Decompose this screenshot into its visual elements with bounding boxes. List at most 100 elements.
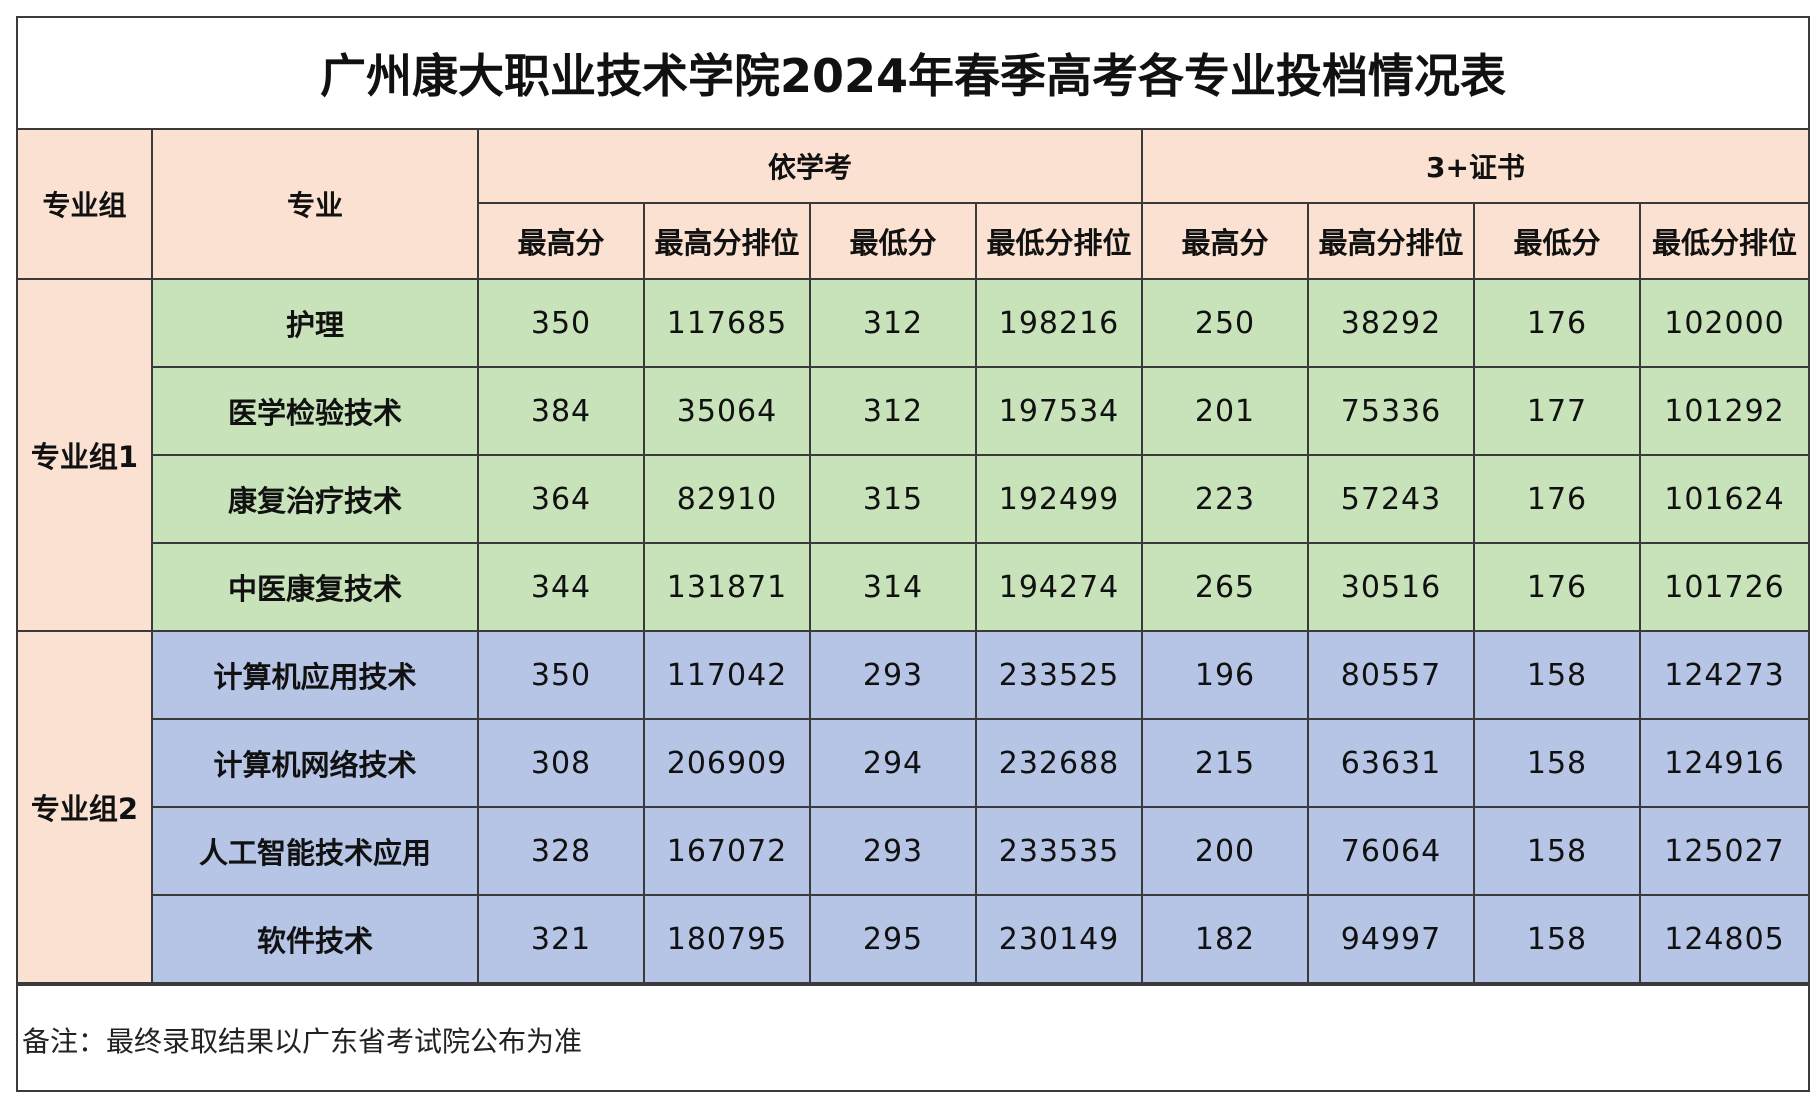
table-row: 人工智能技术应用 328 167072 293 233535 200 76064 158 125… — [18, 806, 1809, 896]
table-row: 专业组1 护理 350 117685 312 198216 250 38292 176 10200… — [18, 278, 1809, 632]
value-cell: 101726 — [1639, 542, 1809, 632]
value-cell: 294 — [809, 718, 977, 808]
header-sub-col: 最高分 — [478, 202, 645, 280]
value-cell: 293 — [809, 630, 977, 720]
table-row: 专业组2 计算机应用技术 350 117042 293 233525 196 80557 158… — [18, 630, 1809, 984]
value-cell: 312 — [809, 278, 977, 368]
page-title: 广州康大职业技术学院2024年春季高考各专业投档情况表 — [18, 18, 1808, 130]
value-cell: 233525 — [974, 630, 1144, 720]
value-cell: 201 — [1141, 366, 1310, 456]
value-cell: 233535 — [974, 806, 1144, 896]
value-cell: 75336 — [1307, 366, 1476, 456]
admission-table-sheet: 广州康大职业技术学院2024年春季高考各专业投档情况表 专业组 专业 依学考 3… — [16, 16, 1810, 1092]
table-row: 康复治疗技术 364 82910 315 192499 223 57243 176 101624 — [18, 454, 1809, 544]
value-cell: 82910 — [643, 454, 811, 544]
header-major: 专业 — [151, 130, 479, 280]
header-sub-col: 最高分 — [1141, 202, 1310, 280]
value-cell: 194274 — [974, 542, 1144, 632]
value-cell: 295 — [809, 894, 977, 984]
value-cell: 308 — [477, 718, 645, 808]
value-cell: 158 — [1473, 894, 1642, 984]
value-cell: 158 — [1473, 718, 1642, 808]
header-section-xuekao: 依学考 — [476, 130, 1144, 204]
value-cell: 384 — [477, 366, 645, 456]
header-group: 专业组 — [18, 130, 153, 280]
value-cell: 206909 — [643, 718, 811, 808]
value-cell: 192499 — [974, 454, 1144, 544]
value-cell: 76064 — [1307, 806, 1476, 896]
group-cell: 专业组2 — [18, 630, 153, 984]
header-sub-col: 最高分排位 — [643, 202, 811, 280]
major-cell: 软件技术 — [152, 894, 479, 984]
value-cell: 215 — [1141, 718, 1310, 808]
table-row: 软件技术 321 180795 295 230149 182 94997 158 124805 — [18, 894, 1809, 984]
value-cell: 350 — [477, 630, 645, 720]
value-cell: 30516 — [1307, 542, 1476, 632]
value-cell: 101292 — [1639, 366, 1809, 456]
value-cell: 350 — [477, 278, 645, 368]
value-cell: 158 — [1473, 630, 1642, 720]
major-cell: 护理 — [151, 278, 479, 368]
value-cell: 328 — [477, 806, 645, 896]
major-cell: 中医康复技术 — [152, 542, 479, 632]
value-cell: 38292 — [1307, 278, 1476, 368]
value-cell: 312 — [809, 366, 977, 456]
value-cell: 177 — [1473, 366, 1642, 456]
value-cell: 364 — [477, 454, 645, 544]
value-cell: 344 — [477, 542, 645, 632]
header-section-zhengshu: 3+证书 — [1141, 130, 1809, 204]
value-cell: 57243 — [1307, 454, 1476, 544]
value-cell: 94997 — [1307, 894, 1476, 984]
header-sub-col: 最低分 — [809, 202, 977, 280]
table-row: 医学检验技术 384 35064 312 197534 201 75336 177 101292 — [18, 366, 1809, 456]
value-cell: 196 — [1141, 630, 1310, 720]
value-cell: 35064 — [643, 366, 811, 456]
value-cell: 101624 — [1639, 454, 1809, 544]
value-cell: 265 — [1141, 542, 1310, 632]
value-cell: 315 — [809, 454, 977, 544]
value-cell: 124916 — [1639, 718, 1809, 808]
value-cell: 230149 — [974, 894, 1144, 984]
value-cell: 223 — [1141, 454, 1310, 544]
header-sub-col: 最低分排位 — [1639, 202, 1809, 280]
value-cell: 167072 — [643, 806, 811, 896]
header-sub-col: 最高分排位 — [1307, 202, 1476, 280]
value-cell: 250 — [1141, 278, 1310, 368]
value-cell: 232688 — [974, 718, 1144, 808]
value-cell: 198216 — [974, 278, 1144, 368]
value-cell: 176 — [1473, 278, 1642, 368]
value-cell: 182 — [1141, 894, 1310, 984]
major-cell: 康复治疗技术 — [152, 454, 479, 544]
value-cell: 117042 — [643, 630, 811, 720]
table-row: 计算机网络技术 308 206909 294 232688 215 63631 158 1249… — [18, 718, 1809, 808]
value-cell: 158 — [1473, 806, 1642, 896]
value-cell: 314 — [809, 542, 977, 632]
value-cell: 80557 — [1307, 630, 1476, 720]
value-cell: 124805 — [1639, 894, 1809, 984]
value-cell: 63631 — [1307, 718, 1476, 808]
header-row-1: 专业组 专业 依学考 3+证书 — [18, 130, 1809, 280]
group-cell: 专业组1 — [18, 278, 153, 632]
value-cell: 117685 — [643, 278, 811, 368]
value-cell: 321 — [477, 894, 645, 984]
major-cell: 医学检验技术 — [152, 366, 479, 456]
major-cell: 计算机网络技术 — [152, 718, 479, 808]
major-cell: 人工智能技术应用 — [152, 806, 479, 896]
value-cell: 131871 — [643, 542, 811, 632]
value-cell: 293 — [809, 806, 977, 896]
header-row-2: 最高分 最高分排位 最低分 最低分排位 最高分 最高分排位 最低分 最低分排位 — [18, 202, 1809, 280]
value-cell: 180795 — [643, 894, 811, 984]
value-cell: 197534 — [974, 366, 1144, 456]
value-cell: 125027 — [1639, 806, 1809, 896]
value-cell: 124273 — [1639, 630, 1809, 720]
header-sub-col: 最低分排位 — [974, 202, 1144, 280]
value-cell: 176 — [1473, 454, 1642, 544]
major-cell: 计算机应用技术 — [151, 630, 479, 720]
value-cell: 176 — [1473, 542, 1642, 632]
header-sub-col: 最低分 — [1473, 202, 1642, 280]
table-row: 中医康复技术 344 131871 314 194274 265 30516 176 10172… — [18, 542, 1809, 632]
footnote: 备注：最终录取结果以广东省考试院公布为准 — [18, 984, 1808, 1094]
admission-table: 专业组 专业 依学考 3+证书 最高分 最高分排位 最低分 最低分排位 最高分 … — [18, 130, 1809, 984]
value-cell: 200 — [1141, 806, 1310, 896]
value-cell: 102000 — [1639, 278, 1809, 368]
